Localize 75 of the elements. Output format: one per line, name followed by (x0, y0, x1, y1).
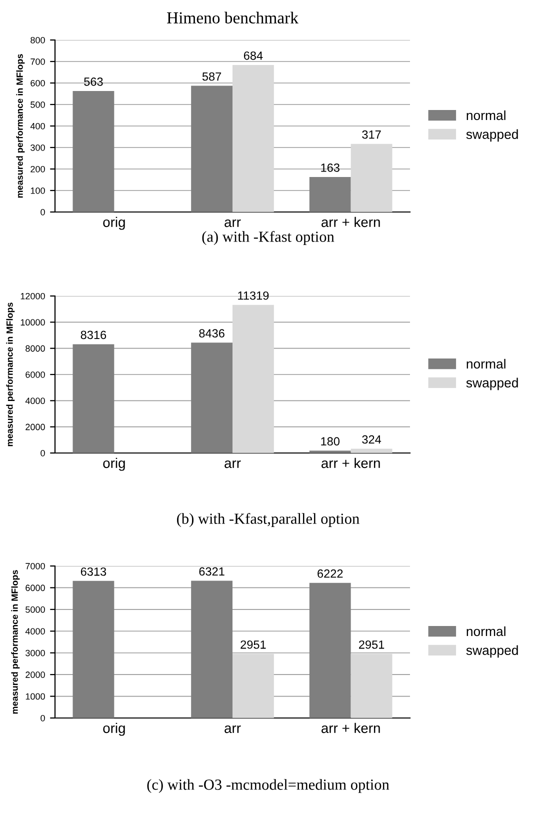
data-label: 11319 (238, 291, 269, 300)
data-label: 8316 (80, 330, 106, 340)
data-label: 180 (321, 437, 340, 446)
y-tick-label: 700 (30, 58, 45, 65)
y-tick-label: 5000 (26, 606, 45, 613)
data-label: 6313 (80, 567, 106, 576)
data-label: 684 (244, 51, 263, 60)
data-label: 6321 (199, 567, 224, 576)
data-label: 163 (321, 163, 340, 172)
bar (350, 144, 392, 212)
x-tick-label: orig (103, 458, 125, 471)
data-label: 587 (202, 72, 222, 81)
y-tick-label: 8000 (26, 345, 45, 352)
y-tick-label: 3000 (26, 650, 45, 656)
y-tick-label: 200 (30, 166, 45, 172)
y-tick-label: 6000 (26, 371, 45, 378)
legend-label: swapped (466, 129, 518, 142)
y-tick-label: 800 (30, 36, 45, 44)
data-label: 6222 (318, 569, 343, 578)
legend-label: normal (466, 110, 506, 120)
y-tick-label: 6000 (26, 584, 45, 592)
x-tick-label: orig (103, 216, 125, 230)
text: (b) with -Kfast,parallel option (177, 512, 360, 528)
bar (72, 344, 114, 453)
x-tick-label: arr (224, 460, 241, 468)
data-label: 324 (362, 435, 382, 444)
y-tick-label: 2000 (26, 424, 45, 430)
bar (72, 90, 114, 212)
x-tick-label: arr + kern (322, 722, 380, 734)
y-tick-label: 300 (30, 144, 45, 151)
y-tick-label: 7000 (26, 562, 45, 570)
data-label: 317 (362, 130, 381, 139)
legend-label: normal (466, 358, 506, 369)
x-tick-label: arr + kern (322, 458, 380, 468)
bar (350, 654, 392, 718)
y-tick-label: 10000 (20, 319, 45, 326)
y-axis-title: measured performance in MFlops (11, 570, 20, 714)
data-label: 8436 (199, 329, 224, 338)
y-axis-title: measured performance in MFlops (6, 302, 15, 446)
x-tick-label: arr (224, 219, 241, 228)
bar (191, 86, 232, 212)
chart-title: Himeno benchmark (167, 12, 298, 24)
y-tick-label: 500 (30, 101, 45, 108)
y-tick-label: 0 (40, 450, 45, 456)
y-tick-label: 600 (30, 80, 45, 86)
y-tick-label: 12000 (20, 292, 45, 300)
x-tick-label: arr (224, 725, 241, 734)
bar (232, 654, 274, 718)
data-label: 2951 (240, 640, 266, 649)
bar (72, 580, 114, 718)
bar (191, 580, 232, 718)
y-tick-label: 400 (30, 122, 45, 130)
bar (232, 304, 274, 453)
legend-label: swapped (466, 645, 518, 658)
bar (309, 176, 351, 212)
y-tick-label: 0 (40, 714, 45, 722)
y-tick-label: 100 (30, 187, 45, 194)
x-tick-label: orig (103, 722, 125, 736)
y-tick-label: 4000 (25, 628, 45, 635)
bar (232, 64, 274, 212)
y-tick-label: 0 (40, 208, 45, 216)
text: (a) with -Kfast option (202, 230, 334, 246)
y-tick-label: 2000 (26, 672, 45, 678)
text: (c) with -O3 -mcmodel=medium option (147, 779, 390, 793)
bar (309, 582, 351, 718)
y-tick-label: 1000 (26, 693, 45, 700)
legend-label: normal (466, 626, 506, 636)
bar (350, 448, 392, 453)
y-tick-label: 4000 (25, 398, 45, 404)
data-label: 2951 (359, 640, 384, 649)
x-tick-label: arr + kern (322, 216, 380, 228)
data-label: 563 (84, 77, 103, 86)
legend-label: swapped (466, 378, 518, 390)
bar (191, 342, 232, 453)
y-axis-title: measured performance in MFlops (16, 54, 25, 198)
